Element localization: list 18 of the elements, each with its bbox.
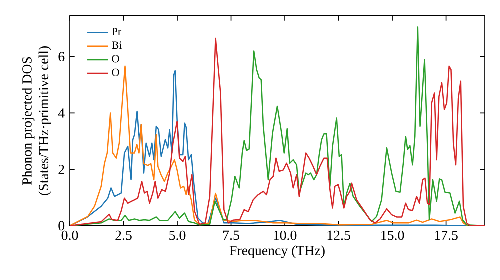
legend-label: O bbox=[112, 55, 120, 63]
x-tick-label: 5.0 bbox=[170, 230, 186, 240]
x-tick-label: 17.5 bbox=[435, 230, 458, 240]
y-tick-label: 0 bbox=[58, 221, 65, 231]
y-tick-label: 4 bbox=[58, 108, 65, 118]
legend-label: Pr bbox=[112, 28, 122, 36]
legend-label: Bi bbox=[112, 42, 122, 50]
x-tick-label: 2.5 bbox=[116, 230, 132, 240]
y-axis-title: Phonon projected DOS (States/THz·primitive cell) bbox=[22, 46, 52, 196]
legend-label: O bbox=[112, 68, 120, 76]
y-tick-label: 2 bbox=[58, 165, 64, 174]
x-tick-label: 0.0 bbox=[62, 230, 78, 240]
y-tick-label: 6 bbox=[58, 52, 65, 62]
x-tick-label: 12.5 bbox=[328, 230, 350, 240]
x-tick-label: 7.5 bbox=[224, 230, 240, 240]
x-axis-title: Frequency (THz) bbox=[230, 246, 325, 258]
x-tick-label: 10.0 bbox=[274, 230, 297, 240]
x-tick-label: 15.0 bbox=[382, 230, 404, 240]
